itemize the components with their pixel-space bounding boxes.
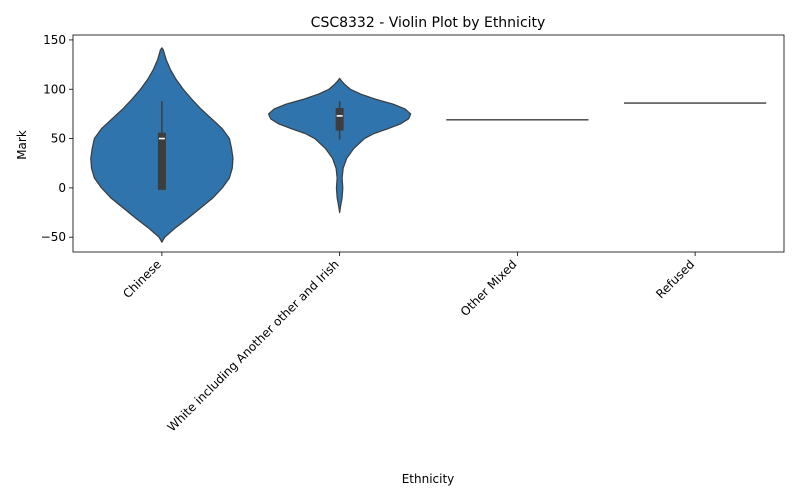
violin-box-white-including-another-other-and-irish [335,107,344,131]
y-tick-label: −50 [41,230,66,244]
x-tick-label: White including Another other and Irish [165,257,342,434]
y-tick-label: 50 [51,132,66,146]
y-tick-label: 150 [43,33,66,47]
violin-box-chinese [157,132,166,190]
y-tick-label: 0 [58,181,66,195]
x-tick-label: Chinese [120,257,164,301]
violin-body-white-including-another-other-and-irish [267,77,412,214]
x-tick-label: Refused [653,257,697,301]
y-axis-title: Mark [15,130,29,160]
chart-title: CSC8332 - Violin Plot by Ethnicity [311,15,546,31]
x-axis-title: Ethnicity [402,472,455,486]
x-tick-label: Other Mixed [458,257,520,319]
plot-frame [72,34,785,253]
y-tick-label: 100 [43,82,66,96]
plot-area [90,47,767,243]
